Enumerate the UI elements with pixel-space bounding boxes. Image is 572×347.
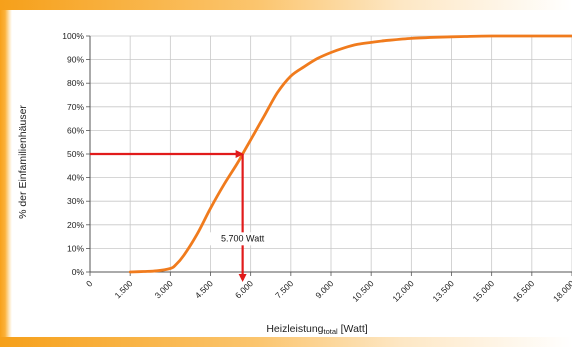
- x-tick-label: 15.000: [471, 278, 497, 304]
- annotation-label: 5.700 Watt: [221, 233, 265, 243]
- y-tick-label: 20%: [67, 220, 84, 230]
- x-tick-label: 4.500: [193, 278, 215, 300]
- y-tick-label: 40%: [67, 173, 84, 183]
- x-tick-label: 7.500: [273, 278, 295, 300]
- x-tick-label: 16.500: [511, 278, 537, 304]
- x-tick-label: 13.500: [430, 278, 456, 304]
- series-layer: [128, 34, 572, 274]
- annotation-label-background: [204, 232, 281, 246]
- x-axis-ticks: 0 1.500 3.000 4.500 6.000 7.500 9.000 10.500 12.…: [84, 278, 572, 304]
- series-line: [128, 34, 572, 274]
- y-tick-label: 70%: [67, 102, 84, 112]
- x-tick-label: 12.000: [390, 278, 416, 304]
- y-tick-label: 100%: [62, 31, 84, 41]
- y-tick-label: 30%: [67, 196, 84, 206]
- chart-panel: 0% 10% 20% 30% 40% 50% 60% 70% 80% 90% 100% 0 1.500…: [12, 10, 572, 337]
- x-tick-label: 6.000: [233, 278, 255, 300]
- y-tick-label: 0%: [72, 267, 85, 277]
- y-axis-ticks: 0% 10% 20% 30% 40% 50% 60% 70% 80% 90% 100%: [62, 31, 84, 277]
- y-tick-label: 60%: [67, 125, 84, 135]
- y-tick-label: 50%: [67, 149, 84, 159]
- y-tick-label: 10%: [67, 243, 84, 253]
- y-tick-label: 80%: [67, 78, 84, 88]
- x-tick-label: 1.500: [112, 278, 134, 300]
- x-axis-label-main: Heizleistung: [266, 323, 323, 335]
- x-tick-label: 3.000: [153, 278, 175, 300]
- x-axis-label-subscript: total: [324, 327, 339, 336]
- annotation-layer: 5.700 Watt: [90, 150, 281, 282]
- x-tick-label: 9.000: [313, 278, 335, 300]
- y-axis-label: % der Einfamilienhäuser: [17, 105, 29, 219]
- x-tick-label: 0: [84, 278, 95, 289]
- x-axis-label-unit: [Watt]: [338, 323, 368, 335]
- axes: [86, 35, 572, 276]
- x-axis-label: Heizleistungtotal [Watt]: [266, 323, 367, 336]
- x-tick-label: 10.500: [350, 278, 376, 304]
- y-tick-label: 90%: [67, 55, 84, 65]
- line-chart: 0% 10% 20% 30% 40% 50% 60% 70% 80% 90% 100% 0 1.500…: [17, 31, 572, 336]
- x-tick-label: 18.000: [551, 278, 572, 304]
